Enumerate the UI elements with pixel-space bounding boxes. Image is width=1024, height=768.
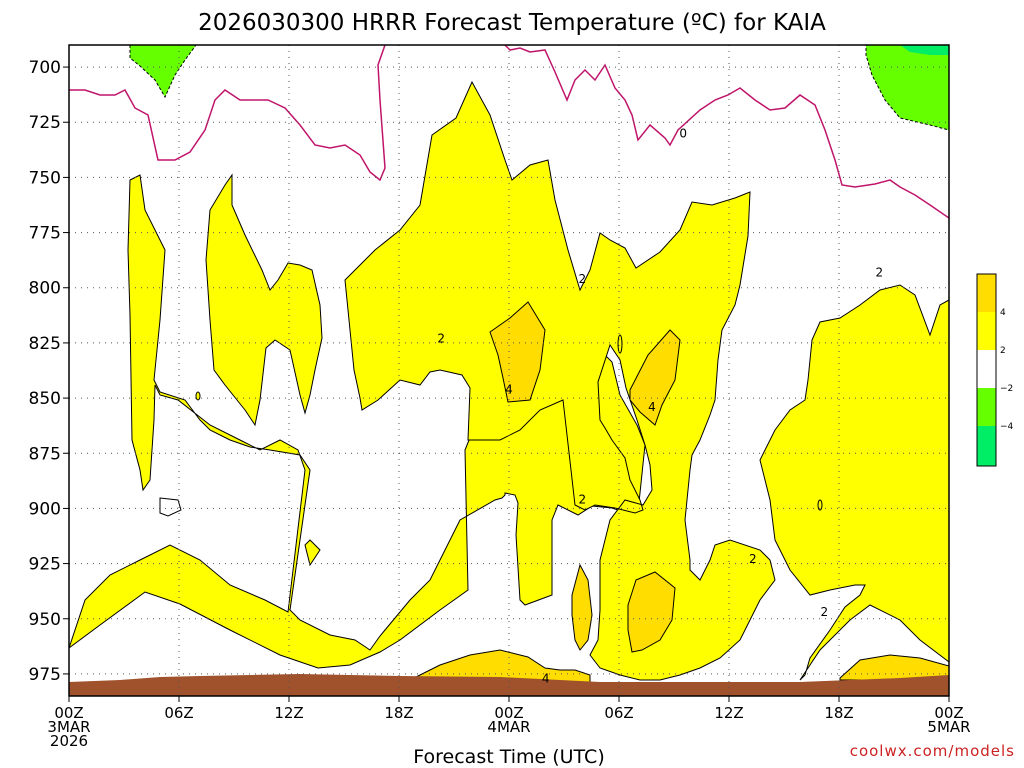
- colorbar-label: −4: [1000, 422, 1014, 432]
- x-tick-label: 12Z: [714, 704, 743, 722]
- x-tick-label: 12Z: [274, 704, 303, 722]
- x-tick-label: 00Z 5MAR: [927, 704, 970, 736]
- x-tick-label: 18Z: [384, 704, 413, 722]
- y-axis: 700 725 750 775 800 825 850 875 900 925 950 975: [29, 58, 69, 685]
- region-below-2: [159, 497, 182, 517]
- contour-labels: 0 2 2 2 2 2 2 4 4 4: [437, 126, 883, 685]
- contour-label: 4: [542, 671, 550, 685]
- colorbar-border: [976, 273, 997, 467]
- colorbar-swatch-m4-m6: [977, 426, 996, 466]
- region-2-to-4: [759, 284, 949, 681]
- region-4-to-6: [629, 329, 681, 426]
- colorbar-swatch-2-4: [977, 312, 996, 350]
- x-axis: 00Z 3MAR 2026 06Z 12Z 18Z 00Z 4MAR 06Z 12Z 18Z 00Z 5…: [47, 696, 971, 750]
- region-4-to-6: [571, 563, 593, 651]
- region-minus4-to-minus6: [900, 45, 949, 55]
- colorbar: 4 2 −2 −4: [976, 273, 1014, 467]
- x-tick-label: 00Z 3MAR 2026: [47, 704, 90, 750]
- contour-label: 2: [579, 493, 587, 507]
- x-tick-label: 18Z: [824, 704, 853, 722]
- region-2-to-4: [344, 80, 776, 681]
- region-2-to-4: [304, 539, 321, 567]
- colorbar-swatch-m2-m4: [977, 388, 996, 426]
- contour-label: 2: [876, 265, 884, 279]
- y-tick-label: 950: [29, 610, 61, 630]
- colorbar-label: 2: [1000, 346, 1006, 356]
- contour-label: 2: [579, 272, 587, 286]
- y-tick-label: 775: [29, 224, 61, 244]
- zero-degree-isotherm: [69, 45, 949, 219]
- y-tick-label: 750: [29, 168, 61, 188]
- contour-label: 2: [821, 605, 829, 619]
- y-tick-label: 900: [29, 499, 61, 519]
- colorbar-swatch-4-6: [977, 274, 996, 312]
- colorbar-swatch-neutral: [977, 350, 996, 388]
- region-4-to-6: [627, 571, 676, 653]
- x-tick-label: 06Z: [164, 704, 193, 722]
- y-tick-label: 725: [29, 113, 61, 133]
- region-2-to-4: [817, 499, 823, 511]
- contour-label: 4: [648, 400, 656, 414]
- y-tick-label: 850: [29, 389, 61, 409]
- y-tick-label: 800: [29, 279, 61, 299]
- y-tick-label: 700: [29, 58, 61, 78]
- y-tick-label: 825: [29, 334, 61, 354]
- region-4-to-6: [489, 301, 546, 403]
- region-2-to-4: [617, 334, 623, 354]
- y-tick-label: 925: [29, 555, 61, 575]
- contour-label: 2: [749, 552, 757, 566]
- y-tick-label: 975: [29, 665, 61, 685]
- contour-label: 0: [679, 126, 687, 140]
- region-2-to-4: [205, 173, 323, 427]
- plot-area: [69, 45, 949, 696]
- contour-label: 4: [505, 382, 513, 396]
- chart-title: 2026030300 HRRR Forecast Temperature (ºC…: [198, 10, 826, 36]
- region-minus2-to-minus4: [865, 45, 949, 131]
- credit-text[interactable]: coolwx.com/models: [850, 742, 1015, 760]
- x-axis-label: Forecast Time (UTC): [413, 746, 604, 768]
- region-2-to-4: [195, 391, 201, 401]
- x-tick-label: 06Z: [604, 704, 633, 722]
- y-tick-label: 875: [29, 444, 61, 464]
- x-tick-label: 00Z 4MAR: [487, 704, 530, 736]
- colorbar-label: −2: [1000, 384, 1013, 394]
- ground-surface: [69, 674, 949, 696]
- colorbar-label: 4: [1000, 308, 1006, 318]
- contour-label: 2: [437, 332, 445, 346]
